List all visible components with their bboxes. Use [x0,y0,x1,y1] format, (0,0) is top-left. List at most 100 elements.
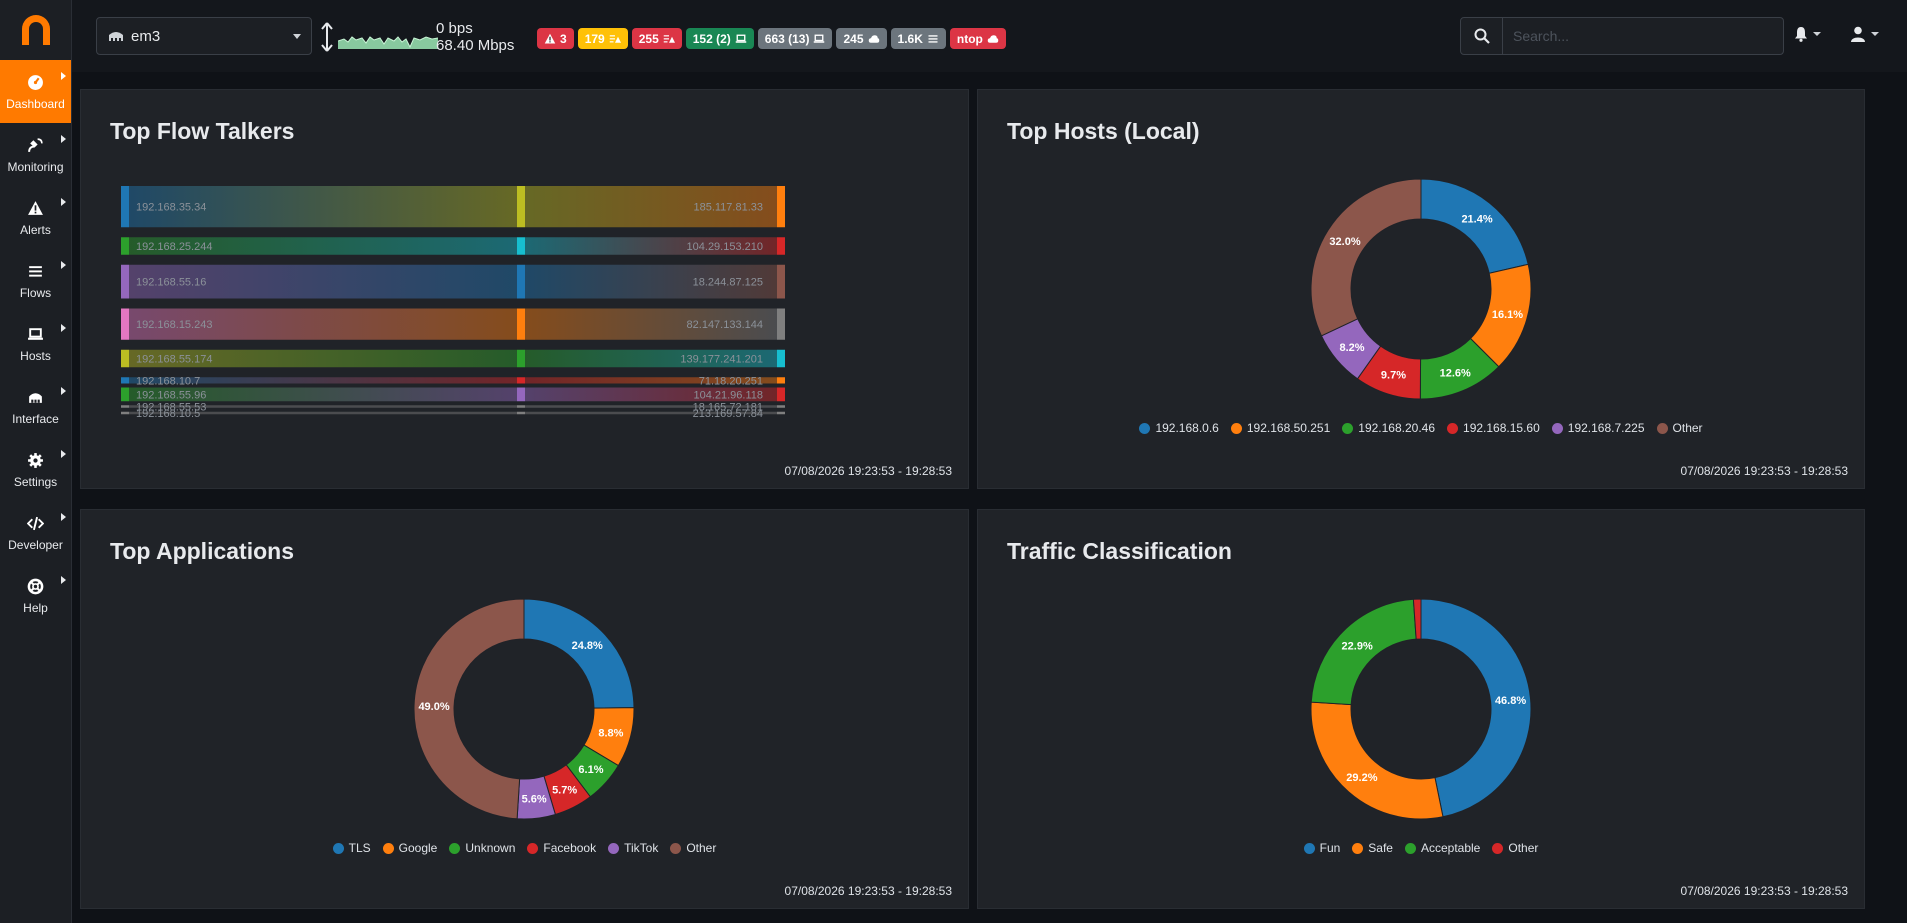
status-badge[interactable]: ntop [949,28,1006,49]
flow-link[interactable] [129,264,517,299]
donut-slice[interactable] [523,598,635,709]
flow-link[interactable] [129,308,517,340]
legend-item[interactable]: TikTok [608,841,658,855]
slice-percent-label: 6.1% [578,764,603,776]
flow-link[interactable] [129,186,517,228]
legend-item[interactable]: 192.168.50.251 [1230,421,1330,435]
middle-node[interactable] [517,377,525,384]
source-node[interactable] [121,264,129,299]
user-menu[interactable] [1850,26,1879,42]
ntopng-logo[interactable] [0,0,71,60]
flow-link[interactable] [525,387,777,402]
legend-item[interactable]: 192.168.7.225 [1551,421,1645,435]
flow-link[interactable] [525,377,777,384]
nav-item-help[interactable]: Help [0,564,71,627]
flow-link[interactable] [129,377,517,384]
flow-link[interactable] [525,349,777,368]
target-node[interactable] [777,377,785,384]
flow-link[interactable] [525,264,777,299]
target-node[interactable] [777,387,785,402]
legend-label: 192.168.15.60 [1463,421,1540,435]
top-hosts-card: Top Hosts (Local) 21.4% 16.1% 12.6% 9.7% 8.2… [977,89,1865,489]
donut-slice[interactable] [1420,178,1529,274]
flow-link[interactable] [129,387,517,402]
legend-item[interactable]: Other [1492,841,1538,855]
legend-item[interactable]: Other [1656,421,1703,435]
source-node[interactable] [121,349,129,368]
donut-slice[interactable] [1412,598,1422,640]
source-node[interactable] [121,405,129,408]
flow-link[interactable] [525,308,777,340]
middle-node[interactable] [517,264,525,299]
flow-link[interactable] [525,186,777,228]
target-node[interactable] [777,405,785,408]
interface-select[interactable]: em3 [96,17,312,55]
status-badges: 3 179 255 152 (2) 663 (13) 245 1.6K ntop [537,28,1006,49]
nav-item-interface[interactable]: Interface [0,375,71,438]
middle-node[interactable] [517,411,525,415]
status-badge[interactable]: 255 [631,28,682,49]
legend-item[interactable]: Acceptable [1404,841,1480,855]
flow-link[interactable] [129,349,517,368]
flow-link[interactable] [129,405,517,408]
gear-icon [26,451,46,471]
flow-link[interactable] [525,411,777,415]
nav-item-dashboard[interactable]: Dashboard [0,60,71,123]
donut-slice[interactable] [413,598,525,820]
target-node[interactable] [777,264,785,299]
legend-item[interactable]: Safe [1352,841,1393,855]
flow-link[interactable] [525,237,777,255]
legend-item[interactable]: 192.168.15.60 [1447,421,1540,435]
target-node[interactable] [777,308,785,340]
source-node[interactable] [121,308,129,340]
status-badge[interactable]: 1.6K [890,28,946,49]
nav-item-alerts[interactable]: Alerts [0,186,71,249]
status-badge[interactable]: 152 (2) [685,28,754,49]
source-node[interactable] [121,237,129,255]
notifications-menu[interactable] [1794,26,1821,42]
target-node[interactable] [777,411,785,415]
legend-item[interactable]: Other [670,841,716,855]
flow-link[interactable] [129,237,517,255]
middle-node[interactable] [517,308,525,340]
source-label: 192.168.55.96 [136,389,206,401]
legend-item[interactable]: TLS [332,841,371,855]
legend-item[interactable]: Facebook [527,841,596,855]
target-node[interactable] [777,186,785,228]
nav-item-developer[interactable]: Developer [0,501,71,564]
search-icon[interactable] [1461,18,1503,54]
middle-node[interactable] [517,405,525,408]
donut-slice[interactable] [1310,178,1422,337]
legend-item[interactable]: 192.168.0.6 [1139,421,1219,435]
flow-link[interactable] [525,405,777,408]
nav-item-flows[interactable]: Flows [0,249,71,312]
middle-node[interactable] [517,387,525,402]
nav-item-hosts[interactable]: Hosts [0,312,71,375]
source-node[interactable] [121,186,129,228]
legend-item[interactable]: 192.168.20.46 [1342,421,1435,435]
legend-item[interactable]: Fun [1303,841,1340,855]
target-node[interactable] [777,237,785,255]
donut-slice[interactable] [1310,701,1444,820]
middle-node[interactable] [517,237,525,255]
target-node[interactable] [777,349,785,368]
status-badge[interactable]: 179 [577,28,628,49]
dashboard-icon [26,73,46,93]
nav-item-settings[interactable]: Settings [0,438,71,501]
source-node[interactable] [121,387,129,402]
flow-link[interactable] [129,411,517,415]
middle-node[interactable] [517,349,525,368]
status-badge[interactable]: 663 (13) [757,28,833,49]
legend-label: 192.168.20.46 [1358,421,1436,435]
middle-node[interactable] [517,186,525,228]
search-input[interactable] [1503,18,1783,54]
status-badge[interactable]: 3 [537,28,574,49]
donut-slice[interactable] [1420,598,1532,818]
status-badge[interactable]: 245 [836,28,887,49]
nav-item-monitoring[interactable]: Monitoring [0,123,71,186]
legend-item[interactable]: Google [382,841,437,855]
source-node[interactable] [121,377,129,384]
legend-item[interactable]: Unknown [449,841,515,855]
source-label: 192.168.10.5 [136,408,200,420]
source-node[interactable] [121,411,129,415]
